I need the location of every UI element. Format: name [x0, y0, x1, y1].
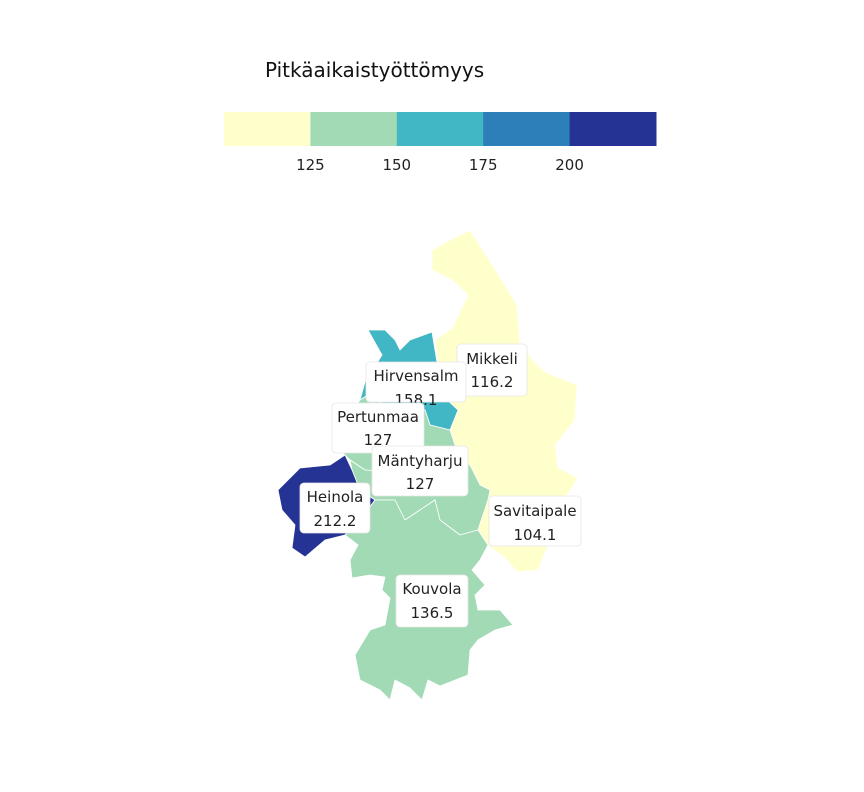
legend-bin-2 — [396, 112, 484, 146]
region-labels: Mikkeli 116.2 Hirvensalm 158.1 Pertunmaa… — [299, 343, 582, 628]
legend-tick-label: 150 — [382, 156, 411, 174]
legend-ticks: 125 150 175 200 — [296, 156, 584, 174]
legend: Pitkäaikaistyöttömyys 125 150 175 200 — [224, 58, 657, 174]
label-mikkeli-value: 116.2 — [471, 373, 514, 391]
legend-bin-1 — [310, 112, 398, 146]
label-heinola: Heinola 212.2 — [299, 482, 371, 534]
label-pertunmaa-name: Pertunmaa — [337, 408, 419, 426]
label-mantyharju: Mäntyharju 127 — [371, 445, 469, 497]
legend-title: Pitkäaikaistyöttömyys — [265, 58, 484, 82]
label-mantyharju-value: 127 — [406, 475, 435, 493]
label-mantyharju-name: Mäntyharju — [378, 452, 463, 470]
legend-color-bar — [224, 112, 657, 146]
label-savitaipale-value: 104.1 — [514, 526, 557, 544]
label-pertunmaa: Pertunmaa 127 — [331, 402, 425, 454]
legend-bin-3 — [483, 112, 571, 146]
label-mikkeli: Mikkeli 116.2 — [456, 343, 528, 397]
label-hirvensalmi-name: Hirvensalm — [373, 367, 458, 385]
legend-bin-0 — [224, 112, 311, 146]
label-kouvola-name: Kouvola — [402, 580, 461, 598]
label-kouvola: Kouvola 136.5 — [395, 574, 469, 628]
legend-tick-label: 175 — [469, 156, 498, 174]
label-heinola-value: 212.2 — [314, 512, 357, 530]
label-kouvola-value: 136.5 — [411, 604, 454, 622]
label-pertunmaa-value: 127 — [364, 431, 393, 449]
legend-tick-label: 125 — [296, 156, 325, 174]
label-heinola-name: Heinola — [307, 488, 364, 506]
label-mikkeli-name: Mikkeli — [466, 350, 518, 368]
legend-tick-label: 200 — [555, 156, 584, 174]
legend-bin-4 — [569, 112, 657, 146]
label-savitaipale: Savitaipale 104.1 — [488, 495, 582, 547]
label-hirvensalmi: Hirvensalm 158.1 — [365, 361, 467, 409]
label-savitaipale-name: Savitaipale — [493, 502, 576, 520]
